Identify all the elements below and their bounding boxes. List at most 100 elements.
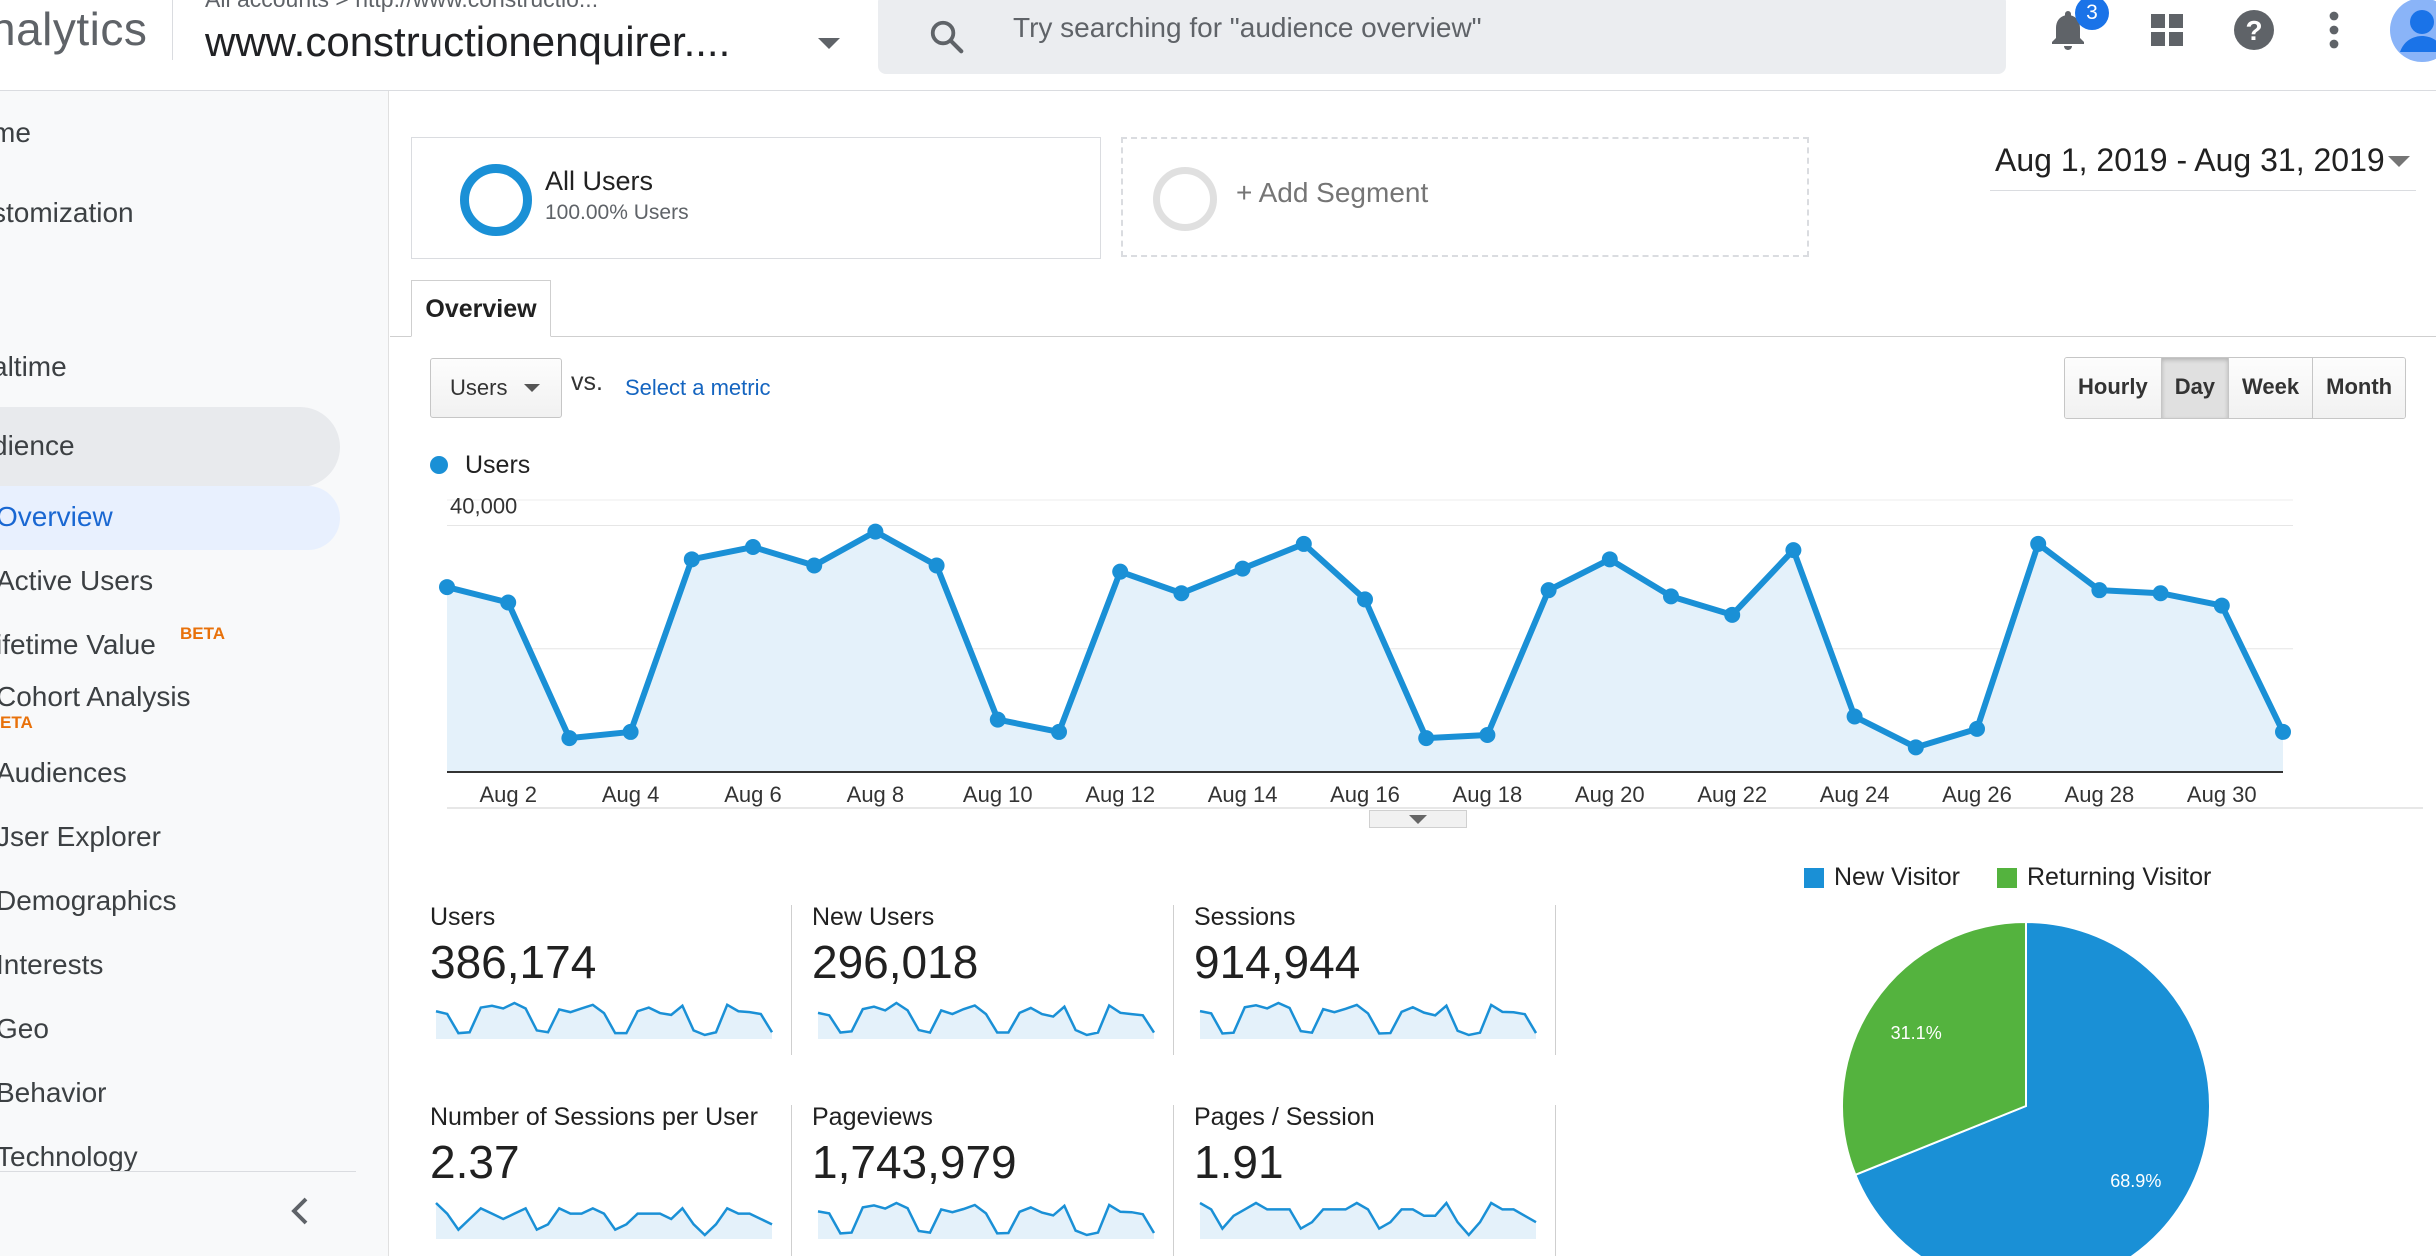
- sparkline: [817, 1001, 1156, 1039]
- segment-title: All Users: [545, 166, 654, 196]
- sparkline-line: [817, 1001, 1156, 1037]
- date-range-picker[interactable]: Aug 1, 2019 - Aug 31, 2019: [1990, 142, 2416, 191]
- data-point: [1234, 560, 1251, 577]
- account-breadcrumb[interactable]: All accounts > http://www.constructio...: [205, 0, 598, 13]
- nav-interests[interactable]: Interests: [0, 949, 104, 980]
- nav-technology[interactable]: Technology: [0, 1141, 138, 1172]
- metric-select[interactable]: Users: [430, 358, 562, 418]
- data-point: [1785, 542, 1802, 559]
- x-tick-label: Aug 18: [1453, 782, 1523, 807]
- sparkline-fill: [436, 1003, 772, 1039]
- property-selector[interactable]: www.constructionenquirer....: [205, 18, 731, 65]
- nav-demographics[interactable]: Demographics: [0, 885, 177, 916]
- beta-badge: BETA: [180, 624, 226, 643]
- sparkline-fill: [818, 1203, 1154, 1239]
- nav-behavior[interactable]: Behavior: [0, 1077, 107, 1108]
- nav-cohort-analysis[interactable]: Cohort Analysis: [0, 681, 191, 712]
- metric-divider: [1173, 905, 1174, 1055]
- add-segment-button[interactable]: + Add Segment: [1121, 137, 1809, 257]
- chevron-down-icon[interactable]: [818, 38, 840, 49]
- data-point: [1540, 582, 1557, 599]
- nav-audience[interactable]: dience: [0, 430, 75, 461]
- metric-label: Sessions: [1194, 903, 1296, 931]
- x-tick-label: Aug 14: [1208, 782, 1278, 807]
- x-tick-label: Aug 6: [724, 782, 782, 807]
- pie-slice-returning-visitor: [1841, 920, 2027, 1177]
- month-button[interactable]: Month: [2312, 358, 2406, 418]
- nav-overview[interactable]: Overview: [0, 501, 113, 532]
- data-point: [1418, 730, 1435, 747]
- data-point: [989, 711, 1006, 728]
- x-tick-label: Aug 26: [1942, 782, 2012, 807]
- search-input[interactable]: Try searching for "audience overview": [1013, 12, 1482, 43]
- day-button[interactable]: Day: [2160, 358, 2229, 418]
- sparkline: [435, 1202, 773, 1239]
- data-point: [1663, 588, 1679, 605]
- y-tick-label: 40,000: [450, 493, 517, 518]
- metric-divider: [1555, 905, 1556, 1055]
- chevron-down-icon: [2388, 156, 2410, 167]
- pie-slice-label: 68.9%: [2110, 1171, 2161, 1191]
- metric-label: Pageviews: [812, 1103, 933, 1131]
- area-fill: [447, 531, 2283, 772]
- beta-badge: ETA: [0, 713, 33, 732]
- help-icon[interactable]: ?: [2230, 6, 2278, 54]
- sparkline-line: [817, 1201, 1156, 1237]
- legend-swatch-returning-visitor: [1997, 868, 2017, 888]
- sparkline-line: [1199, 1001, 1538, 1037]
- tab-overview[interactable]: Overview: [411, 280, 551, 337]
- nav-geo[interactable]: Geo: [0, 1013, 49, 1044]
- data-point: [1173, 585, 1190, 602]
- vs-label: vs.: [571, 368, 603, 396]
- metric-divider: [1173, 1105, 1174, 1256]
- hourly-button[interactable]: Hourly: [2065, 358, 2161, 418]
- search-bar[interactable]: Try searching for "audience overview": [878, 0, 2006, 74]
- metric-divider: [791, 1105, 792, 1256]
- metric-value: 914,944: [1194, 936, 1361, 988]
- x-tick-label: Aug 30: [2187, 782, 2257, 807]
- data-point: [2030, 535, 2047, 552]
- pie-slice-label: 31.1%: [1891, 1023, 1942, 1043]
- product-name[interactable]: nalytics: [0, 3, 148, 55]
- nav-realtime[interactable]: altime: [0, 351, 67, 382]
- nav-audiences[interactable]: Audiences: [0, 757, 127, 788]
- visitor-pie-chart[interactable]: 68.9% 31.1%: [1830, 920, 2230, 1256]
- x-tick-label: Aug 12: [1085, 782, 1155, 807]
- metric-label: Users: [430, 903, 496, 931]
- week-button[interactable]: Week: [2228, 358, 2313, 418]
- data-point: [439, 579, 455, 596]
- tab-divider: [390, 336, 2436, 337]
- x-tick-label: Aug 8: [847, 782, 905, 807]
- chart-resize-handle[interactable]: [1369, 810, 1467, 828]
- empty-segment-ring: [1153, 167, 1217, 231]
- sidebar-divider: [0, 1171, 356, 1172]
- segment-all-users[interactable]: All Users 100.00% Users: [411, 137, 1101, 259]
- data-point: [1295, 535, 1312, 552]
- metric-label: Pages / Session: [1194, 1103, 1375, 1131]
- sparkline: [817, 1201, 1156, 1239]
- legend-swatch: [430, 456, 448, 474]
- nav-lifetime-value[interactable]: ifetime Value: [0, 629, 156, 660]
- nav-home[interactable]: me: [0, 117, 31, 148]
- sparkline-fill: [1200, 1003, 1536, 1039]
- data-point: [561, 730, 578, 747]
- sparkline-fill: [1200, 1203, 1536, 1239]
- sparkline-fill: [818, 1003, 1154, 1039]
- collapse-sidebar-icon[interactable]: [285, 1193, 315, 1229]
- more-vert-icon[interactable]: [2310, 6, 2358, 54]
- nav-active-users[interactable]: Active Users: [0, 565, 154, 596]
- sparkline: [1199, 1200, 1537, 1239]
- data-point: [928, 557, 945, 574]
- nav-audience-highlight: [0, 407, 340, 487]
- select-metric-link[interactable]: Select a metric: [625, 375, 771, 400]
- data-point: [806, 557, 823, 574]
- data-point: [745, 539, 761, 556]
- nav-customization[interactable]: stomization: [0, 197, 134, 228]
- x-tick-label: Aug 28: [2065, 782, 2135, 807]
- apps-icon[interactable]: [2143, 6, 2191, 54]
- x-tick-label: Aug 20: [1575, 782, 1645, 807]
- nav-user-explorer[interactable]: Jser Explorer: [0, 821, 161, 852]
- data-point: [500, 594, 517, 611]
- account-avatar[interactable]: [2390, 0, 2436, 62]
